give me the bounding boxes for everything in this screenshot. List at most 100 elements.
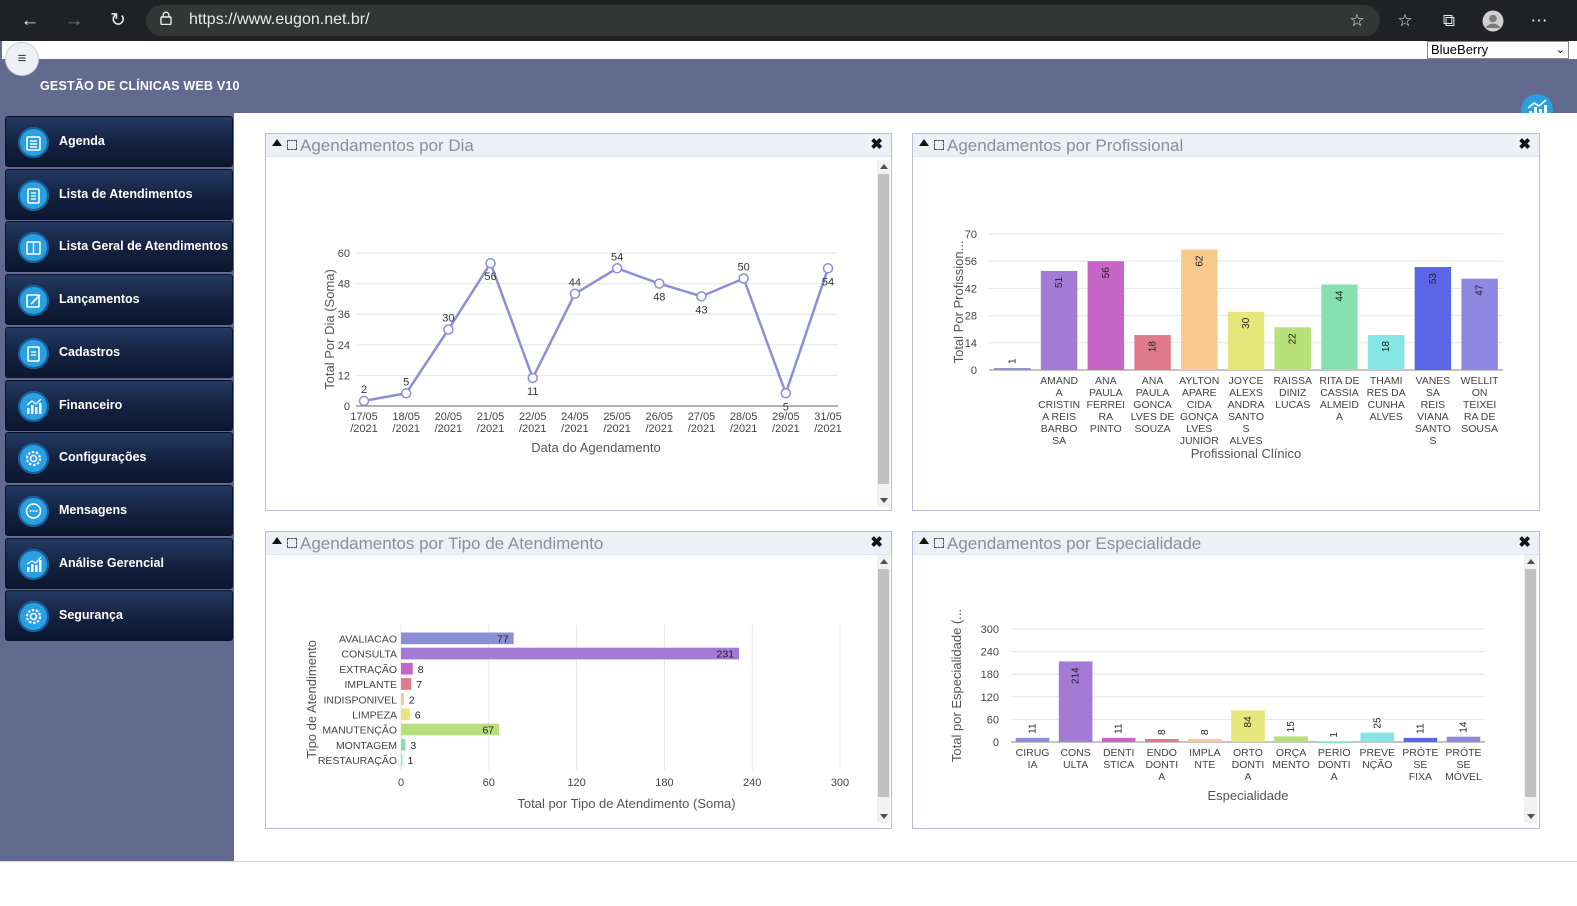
bar[interactable] xyxy=(401,693,404,705)
sidebar-item-lista-geral-de-atendimentos[interactable]: Lista Geral de Atendimentos xyxy=(5,221,233,273)
collapse-arrow-icon[interactable] xyxy=(272,139,282,146)
scroll-thumb[interactable] xyxy=(878,569,889,797)
scroll-down-icon[interactable] xyxy=(880,498,888,503)
sidebar-item-financeiro[interactable]: Financeiro xyxy=(5,379,233,431)
close-icon[interactable]: ✖ xyxy=(1518,136,1531,153)
scrollbar[interactable] xyxy=(1524,555,1537,823)
bar[interactable] xyxy=(1134,335,1171,370)
bar[interactable] xyxy=(1461,278,1498,370)
panel-header: Agendamentos por Dia ✖ xyxy=(266,134,891,157)
scroll-up-icon[interactable] xyxy=(1527,559,1535,564)
collections-icon[interactable]: ⧉ xyxy=(1442,11,1456,30)
close-icon[interactable]: ✖ xyxy=(1518,534,1531,551)
bar[interactable] xyxy=(401,632,514,645)
favorites-icon[interactable]: ☆ xyxy=(1397,11,1413,30)
expand-icon[interactable] xyxy=(934,538,944,548)
data-point[interactable] xyxy=(358,395,370,407)
reload-icon[interactable]: ↻ xyxy=(110,10,126,31)
data-label: 8 xyxy=(1157,729,1168,735)
data-point[interactable] xyxy=(485,257,496,269)
data-label: 2 xyxy=(409,694,415,706)
close-icon[interactable]: ✖ xyxy=(870,534,883,551)
data-point[interactable] xyxy=(738,273,749,284)
address-bar[interactable]: https://www.eugon.net.br/ xyxy=(146,5,1380,36)
scroll-up-icon[interactable] xyxy=(880,559,888,564)
bar[interactable] xyxy=(1181,249,1218,370)
bar[interactable] xyxy=(1317,741,1351,744)
data-point[interactable] xyxy=(400,388,412,399)
sidebar-item-seguranca[interactable]: Segurança xyxy=(5,590,233,642)
scroll-down-icon[interactable] xyxy=(1527,814,1535,819)
sidebar-item-agenda[interactable]: Agenda xyxy=(5,116,233,167)
scroll-down-icon[interactable] xyxy=(880,814,888,819)
bar[interactable] xyxy=(401,662,413,675)
sidebar-item-analise-gerencial[interactable]: Análise Gerencial xyxy=(5,537,233,589)
sidebar-item-configuracoes[interactable]: Configurações xyxy=(5,432,233,484)
add-favorite-icon[interactable]: ☆ xyxy=(1349,11,1365,30)
menu-toggle-button[interactable]: ≡ xyxy=(5,42,39,76)
scroll-thumb[interactable] xyxy=(1525,569,1536,797)
sidebar-item-lista-de-atendimentos[interactable]: Lista de Atendimentos xyxy=(5,168,233,220)
data-point[interactable] xyxy=(822,263,834,274)
bar[interactable] xyxy=(1367,335,1405,370)
bar[interactable] xyxy=(401,647,740,660)
x-tick-label: THAMI RES DA CUNHA ALVES xyxy=(1367,375,1406,423)
bar[interactable] xyxy=(1321,284,1358,370)
data-point[interactable] xyxy=(443,324,454,335)
sidebar-item-lancamentos[interactable]: Lançamentos xyxy=(5,274,233,326)
bar[interactable] xyxy=(401,754,403,766)
collapse-arrow-icon[interactable] xyxy=(919,139,929,146)
bar[interactable] xyxy=(1040,270,1078,370)
data-point[interactable] xyxy=(696,291,707,302)
bar[interactable] xyxy=(401,738,406,751)
data-point[interactable] xyxy=(569,288,581,300)
data-point[interactable] xyxy=(611,263,623,274)
bar[interactable] xyxy=(1274,327,1311,370)
bar[interactable] xyxy=(401,723,500,736)
data-label: 51 xyxy=(1054,276,1065,288)
theme-select[interactable]: BlueBerry ⌄ xyxy=(1427,41,1569,59)
scroll-thumb[interactable] xyxy=(878,174,889,484)
sidebar-item-label: Configurações xyxy=(59,450,147,465)
bar[interactable] xyxy=(1231,710,1265,742)
data-point[interactable] xyxy=(780,388,792,399)
expand-icon[interactable] xyxy=(287,538,297,548)
bar[interactable] xyxy=(1101,737,1136,742)
scrollbar[interactable] xyxy=(877,555,890,823)
sidebar-item-mensagens[interactable]: Mensagens xyxy=(5,484,233,536)
more-icon[interactable]: ⋯ xyxy=(1530,11,1548,30)
bar[interactable] xyxy=(994,368,1031,370)
bar[interactable] xyxy=(1274,736,1308,742)
bar[interactable] xyxy=(1227,311,1265,370)
data-point[interactable] xyxy=(654,278,665,289)
data-point[interactable] xyxy=(527,372,538,384)
expand-icon[interactable] xyxy=(287,140,297,150)
collapse-arrow-icon[interactable] xyxy=(919,537,929,544)
panel-title: Agendamentos por Dia xyxy=(300,136,474,155)
x-tick-label: ANA PAULA FERREI RA PINTO xyxy=(1087,375,1126,435)
expand-icon[interactable] xyxy=(934,140,944,150)
bar[interactable] xyxy=(1446,736,1481,742)
bar[interactable] xyxy=(1188,738,1222,742)
close-icon[interactable]: ✖ xyxy=(870,136,883,153)
bar[interactable] xyxy=(1360,732,1395,742)
bar[interactable] xyxy=(1015,737,1050,742)
back-arrow-icon[interactable]: ← xyxy=(20,10,40,31)
scroll-up-icon[interactable] xyxy=(880,164,888,169)
bar[interactable] xyxy=(1087,261,1125,370)
scrollbar[interactable] xyxy=(877,160,890,507)
bar[interactable] xyxy=(1403,737,1438,742)
bar[interactable] xyxy=(1414,267,1452,370)
bar[interactable] xyxy=(401,678,412,690)
x-tick-label: RAISSA DINIZ LUCAS xyxy=(1273,375,1312,411)
collapse-arrow-icon[interactable] xyxy=(272,537,282,544)
sidebar-item-cadastros[interactable]: Cadastros xyxy=(5,326,233,378)
bar[interactable] xyxy=(1145,738,1179,742)
bar[interactable] xyxy=(401,708,410,721)
profile-icon[interactable] xyxy=(1482,10,1504,32)
forward-arrow-icon[interactable]: → xyxy=(64,10,84,31)
sidebar: Agenda Lista de Atendimentos Lista Geral d… xyxy=(2,113,234,861)
bar[interactable] xyxy=(1058,661,1093,742)
data-label: 62 xyxy=(1194,255,1205,267)
data-label: 1 xyxy=(1007,358,1018,364)
